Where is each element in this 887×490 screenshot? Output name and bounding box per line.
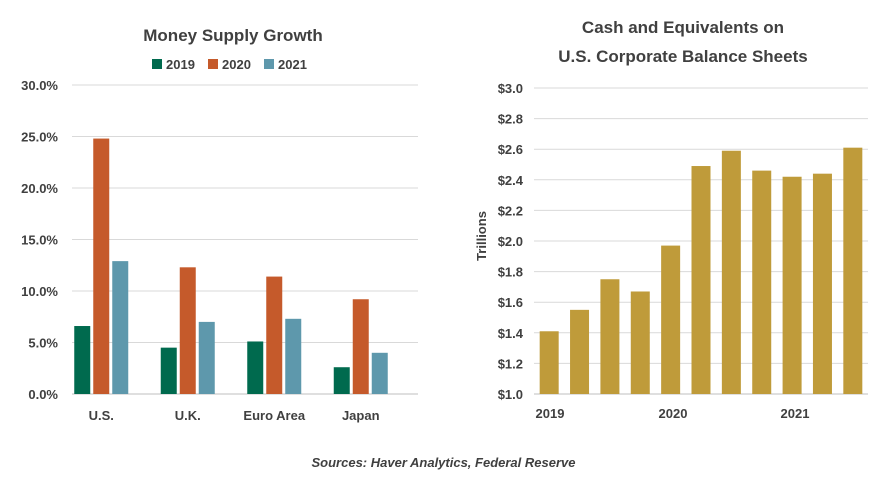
left-bar-2021 — [112, 261, 129, 394]
left-y-tick-label: 20.0% — [21, 181, 58, 196]
left-chart-x-ticks: U.S. U.K. Euro Area Japan — [89, 408, 380, 423]
left-chart-legend: 2019 2020 2021 — [152, 57, 307, 72]
right-bar — [721, 150, 741, 394]
left-chart-bars — [74, 138, 388, 394]
right-chart-title-line-2: U.S. Corporate Balance Sheets — [558, 47, 807, 66]
right-bar — [782, 176, 802, 394]
source-note: Sources: Haver Analytics, Federal Reserv… — [311, 455, 576, 470]
left-x-tick-label: Euro Area — [243, 408, 305, 423]
legend-label-2021: 2021 — [278, 57, 307, 72]
left-bar-2019 — [160, 347, 177, 394]
right-bar — [539, 331, 559, 394]
right-x-tick-label: 2020 — [659, 406, 688, 421]
right-y-tick-label: $1.8 — [498, 265, 523, 280]
left-bar-2020 — [266, 276, 283, 394]
left-y-tick-label: 0.0% — [28, 387, 58, 402]
right-chart-y-axis-label: Trillions — [474, 211, 489, 261]
right-bar — [630, 291, 650, 394]
legend-label-2020: 2020 — [222, 57, 251, 72]
left-bar-2020 — [179, 267, 196, 394]
right-bar — [661, 245, 681, 394]
left-bar-2019 — [247, 341, 264, 394]
left-y-tick-label: 30.0% — [21, 78, 58, 93]
left-y-tick-label: 10.0% — [21, 284, 58, 299]
right-chart-bars — [539, 147, 863, 394]
left-bar-2021 — [285, 318, 302, 394]
right-y-tick-label: $2.2 — [498, 203, 523, 218]
left-chart-title: Money Supply Growth — [143, 26, 322, 45]
right-y-tick-label: $2.8 — [498, 112, 523, 127]
right-x-tick-label: 2021 — [781, 406, 810, 421]
right-y-tick-label: $2.4 — [498, 173, 524, 188]
left-bar-2020 — [93, 138, 110, 394]
right-y-tick-label: $2.0 — [498, 234, 523, 249]
left-bar-2019 — [333, 367, 350, 394]
right-y-tick-label: $1.0 — [498, 387, 523, 402]
left-chart-y-ticks: 0.0% 5.0% 10.0% 15.0% 20.0% 25.0% 30.0% — [21, 78, 58, 402]
legend-swatch-2019 — [152, 59, 162, 69]
right-bar — [600, 279, 620, 394]
right-y-tick-label: $3.0 — [498, 81, 523, 96]
legend-label-2019: 2019 — [166, 57, 195, 72]
left-y-tick-label: 25.0% — [21, 130, 58, 145]
money-supply-chart: Money Supply Growth 2019 2020 2021 0.0% 5.0… — [21, 26, 418, 423]
right-bar — [752, 170, 772, 394]
left-bar-2021 — [198, 321, 215, 394]
right-chart-title-line-1: Cash and Equivalents on — [582, 18, 784, 37]
right-chart-y-ticks: $1.0 $1.2 $1.4 $1.6 $1.8 $2.0 $2.2 $2.4 $2.6 $2.8… — [498, 81, 524, 402]
left-chart-gridlines — [72, 84, 418, 395]
right-y-tick-label: $1.6 — [498, 295, 523, 310]
right-x-tick-label: 2019 — [536, 406, 565, 421]
cash-equivalents-chart: Cash and Equivalents on U.S. Corporate B… — [474, 18, 868, 421]
left-x-tick-label: Japan — [342, 408, 380, 423]
legend-swatch-2021 — [264, 59, 274, 69]
right-bar — [812, 173, 832, 394]
right-y-tick-label: $1.4 — [498, 326, 524, 341]
left-y-tick-label: 15.0% — [21, 233, 58, 248]
right-bar — [691, 166, 711, 394]
legend-swatch-2020 — [208, 59, 218, 69]
left-x-tick-label: U.K. — [175, 408, 201, 423]
left-bar-2021 — [371, 352, 388, 394]
right-bar — [570, 309, 590, 394]
left-y-tick-label: 5.0% — [28, 336, 58, 351]
right-bar — [843, 147, 863, 394]
left-x-tick-label: U.S. — [89, 408, 114, 423]
right-chart-x-ticks: 2019 2020 2021 — [536, 406, 810, 421]
right-y-tick-label: $1.2 — [498, 356, 523, 371]
left-bar-2020 — [352, 299, 369, 394]
left-bar-2019 — [74, 326, 91, 394]
right-y-tick-label: $2.6 — [498, 142, 523, 157]
